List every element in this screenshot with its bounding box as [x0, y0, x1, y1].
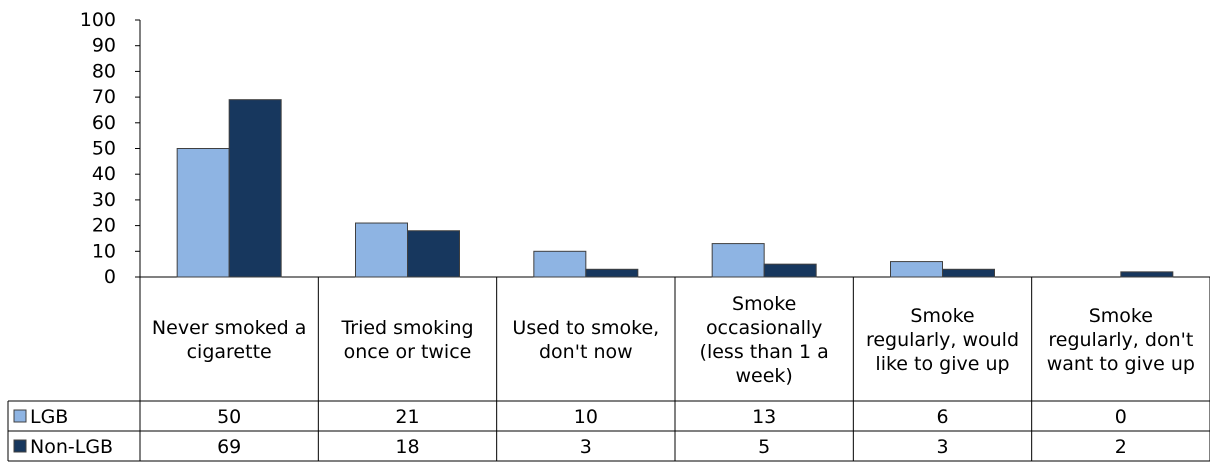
legend-label: Non-LGB	[30, 436, 113, 458]
y-tick-label: 50	[92, 138, 116, 160]
bar-non-lgb	[942, 268, 995, 278]
y-tick-label: 0	[104, 266, 116, 288]
y-tick-label: 30	[92, 189, 116, 211]
category-label: Used to smoke, don't now	[512, 317, 659, 363]
category-label-line: Smoke	[732, 293, 796, 315]
category-label-line: Smoke	[910, 305, 974, 327]
bar-non-lgb	[228, 99, 282, 278]
y-tick-label: 100	[80, 9, 116, 31]
category-label-line: cigarette	[187, 341, 272, 363]
category-label-line: (less than 1 a	[700, 341, 829, 363]
legend-swatch	[13, 439, 27, 453]
category-label: Smoke regularly, don't want to give up	[1047, 305, 1195, 375]
y-tick-label: 20	[92, 215, 116, 237]
category-label-line: occasionally	[706, 317, 822, 339]
bar-non-lgb	[585, 268, 639, 278]
category-label-line: don't now	[539, 341, 633, 363]
bar-non-lgb	[1120, 271, 1174, 278]
category-label-line: once or twice	[344, 341, 472, 363]
category-label-line: Smoke	[1089, 305, 1153, 327]
y-tick-label: 10	[92, 240, 116, 262]
category-label: Tried smoking once or twice	[340, 317, 473, 363]
legend-label: LGB	[30, 406, 68, 428]
y-tick-label: 80	[92, 60, 116, 82]
table-cell-value: 5	[758, 436, 770, 458]
category-label-line: Used to smoke,	[512, 317, 659, 339]
table-cell-value: 69	[217, 436, 241, 458]
category-label: Smoke occasionally (less than 1 a week)	[700, 293, 829, 387]
y-tick-label: 90	[92, 35, 116, 57]
bar-lgb	[711, 243, 765, 278]
table-cell-value: 21	[395, 406, 419, 428]
table-cell-value: 13	[752, 406, 776, 428]
data-table: Never smoked a cigarette Tried smoking once…	[7, 277, 1210, 462]
y-tick-label: 40	[92, 163, 116, 185]
y-tick-label: 70	[92, 86, 116, 108]
table-cell-value: 50	[217, 406, 241, 428]
category-label-line: like to give up	[875, 353, 1009, 375]
table-cell-value: 0	[1115, 406, 1127, 428]
category-label-line: regularly, would	[866, 329, 1019, 351]
table-cell-value: 6	[936, 406, 948, 428]
legend-swatch	[13, 409, 27, 423]
table-cell-value: 2	[1115, 436, 1127, 458]
bars	[176, 99, 1174, 278]
bar-lgb	[890, 261, 943, 278]
bar-non-lgb	[407, 230, 460, 278]
y-tick-label: 60	[92, 112, 116, 134]
table-cell-value: 3	[580, 436, 592, 458]
category-label: Smoke regularly, would like to give up	[866, 305, 1019, 375]
bar-lgb	[355, 222, 408, 278]
table-cell-value: 10	[574, 406, 598, 428]
category-label-line: want to give up	[1047, 353, 1195, 375]
category-label-line: regularly, don't	[1048, 329, 1193, 351]
category-label-line: week)	[735, 365, 792, 387]
category-label-line: Tried smoking	[340, 317, 473, 339]
table-cell-value: 18	[395, 436, 419, 458]
bar-lgb	[533, 250, 587, 278]
table-cell-value: 3	[936, 436, 948, 458]
bar-lgb	[176, 148, 230, 278]
category-label-line: Never smoked a	[152, 317, 306, 339]
bar-non-lgb	[763, 263, 817, 278]
category-label: Never smoked a cigarette	[152, 317, 306, 363]
